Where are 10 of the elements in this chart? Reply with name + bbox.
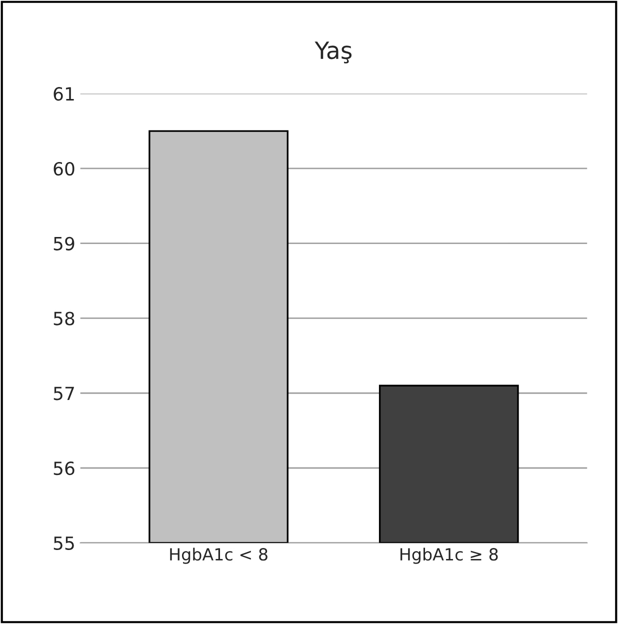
y-tick-label: 55 bbox=[54, 536, 74, 550]
x-tick-label: HgbA1c < 8 bbox=[170, 548, 268, 564]
y-tick-label: 60 bbox=[54, 162, 74, 176]
y-tick-label: 56 bbox=[54, 461, 74, 476]
x-tick-label: HgbA1c ≥ 8 bbox=[400, 548, 498, 564]
y-tick-label: 57 bbox=[54, 386, 74, 400]
chart-title: Yaş bbox=[314, 42, 352, 64]
y-tick-label: 61 bbox=[54, 87, 74, 101]
y-tick-label: 59 bbox=[54, 236, 74, 250]
y-tick-label: 58 bbox=[54, 312, 74, 326]
